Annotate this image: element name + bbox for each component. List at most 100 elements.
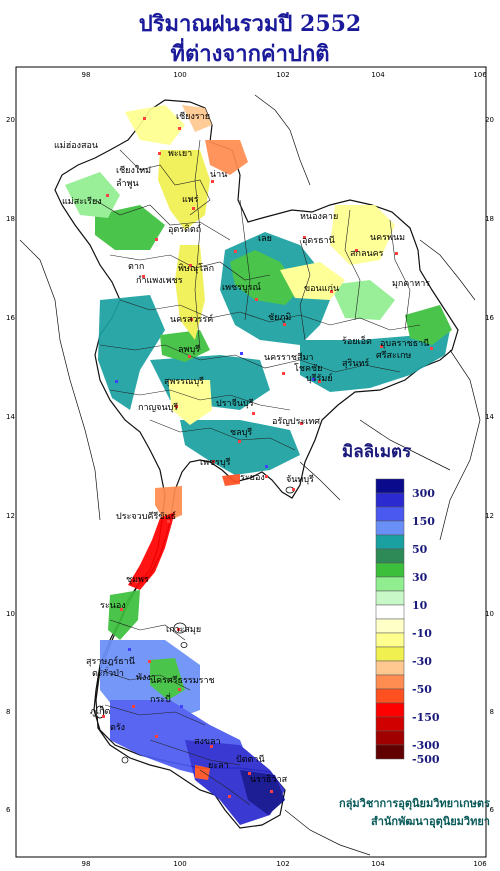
- zone-yellow-ne: [330, 205, 395, 265]
- lat-tick-label: 6: [6, 806, 11, 814]
- place-label: นราธิวาส: [250, 774, 288, 785]
- legend-swatch: [375, 660, 405, 676]
- zone-red-songkhla: [195, 765, 210, 780]
- place-label: โชคชัย: [294, 363, 322, 374]
- place-label: สุพรรณบุรี: [164, 376, 204, 387]
- lat-tick-label: 16: [485, 314, 494, 322]
- place-label: เชียงใหม่: [116, 165, 151, 176]
- place-label: พิษณุโลก: [178, 263, 214, 274]
- lat-tick-label: 6: [490, 806, 495, 814]
- zone-red-pattani: [222, 474, 240, 486]
- lat-tick-label: 12: [6, 512, 15, 520]
- place-label: แม่ฮ่องสอน: [54, 141, 98, 151]
- place-label: อุตรดิตถ์: [168, 223, 201, 235]
- place-label: ปราจีนบุรี: [216, 398, 254, 409]
- lat-tick-label: 10: [485, 610, 494, 618]
- legend-swatch: [375, 674, 405, 690]
- place-label: ตรัง: [110, 723, 125, 733]
- place-label: บุรีรัมย์: [306, 372, 333, 384]
- place-label: ลำพูน: [116, 178, 139, 189]
- place-label: พังงา: [136, 673, 156, 683]
- zone-orange-ne: [182, 105, 212, 132]
- place-label: ปัตตานี: [236, 754, 265, 765]
- place-label: ชุมพร: [126, 575, 149, 585]
- zone-red-south: [128, 512, 175, 590]
- map-title: ปริมาณฝนรวมปี 2552: [138, 11, 362, 37]
- lat-tick-label: 10: [6, 610, 15, 618]
- place-label: ยะลา: [208, 761, 229, 771]
- lat-tick-label: 8: [490, 708, 494, 716]
- lat-tick-label: 8: [6, 708, 10, 716]
- latitude-axis: 20 20 18 18 16 16 14 14 12 12 10 10 8 8 6 6: [6, 116, 495, 814]
- place-label: ขอนแก่น: [304, 284, 339, 294]
- lat-tick-label: 14: [6, 413, 15, 421]
- zone-green-south-west: [108, 590, 140, 640]
- place-label: อรัญประเทศ: [272, 417, 320, 427]
- lon-tick-label: 106: [473, 71, 487, 79]
- legend-swatch: [375, 632, 405, 648]
- place-label: เกาะสมุย: [166, 625, 201, 635]
- place-label: ร้อยเอ็ด: [342, 334, 372, 347]
- legend-label: -30: [412, 655, 432, 668]
- legend-swatch: [375, 520, 405, 536]
- legend-swatch: [375, 604, 405, 620]
- place-label: ระนอง: [100, 601, 126, 611]
- lat-tick-label: 12: [485, 512, 494, 520]
- place-label: หนองคาย: [300, 212, 338, 222]
- legend-swatch: [375, 590, 405, 606]
- place-label: ตาก: [128, 262, 144, 272]
- place-label: ตะกั่วป่า: [92, 666, 124, 679]
- lat-tick-label: 20: [485, 116, 494, 124]
- place-label: เพชรบูรณ์: [222, 281, 261, 293]
- place-label: แม่สะเรียง: [62, 196, 102, 207]
- place-label: พะเยา: [168, 149, 192, 159]
- legend-swatch: [375, 534, 405, 550]
- legend-label: -150: [412, 711, 440, 724]
- place-label: เพชรบุรี: [200, 457, 231, 468]
- lon-tick-label: 104: [371, 71, 385, 79]
- place-label: แพร่: [182, 195, 199, 205]
- station-markers: [102, 117, 433, 798]
- lat-tick-label: 18: [485, 215, 494, 223]
- rainfall-zones: [65, 105, 452, 825]
- place-label: นครราชสีมา: [264, 352, 313, 363]
- place-label: สงขลา: [194, 737, 221, 747]
- place-label: เลย: [258, 234, 272, 244]
- legend-swatch: [375, 548, 405, 564]
- place-label: จันทบุรี: [286, 474, 314, 485]
- neighbour-borders: [19, 94, 481, 856]
- place-label: สุรินทร์: [342, 357, 369, 369]
- place-label: สกลนคร: [350, 249, 384, 259]
- legend-label: 50: [412, 543, 428, 556]
- legend-swatch: [375, 688, 405, 704]
- place-label: ประจวบคีรีขันธ์: [116, 510, 176, 522]
- lat-tick-label: 14: [485, 413, 494, 421]
- place-label: มุกดาหาร: [392, 279, 430, 289]
- place-label: ชลบุรี: [230, 427, 252, 438]
- place-label: ศรีสะเกษ: [376, 350, 411, 361]
- legend-label: 30: [412, 571, 428, 584]
- zone-yellow-central: [175, 245, 205, 340]
- place-label: น่าน: [210, 170, 227, 180]
- zone-yellow-north2: [125, 105, 185, 145]
- legend-swatch: [375, 506, 405, 522]
- place-label: เชียงราย: [176, 111, 210, 122]
- place-label: กาญจนบุรี: [138, 402, 178, 413]
- place-label: ชัยภูมิ: [268, 312, 291, 323]
- islands: [95, 486, 295, 764]
- lat-tick-label: 16: [6, 314, 15, 322]
- zone-lightgreen-ne: [330, 280, 395, 320]
- zone-green-ne: [230, 250, 300, 305]
- legend-title: มิลลิเมตร: [342, 442, 412, 462]
- province-boundaries: [94, 139, 421, 806]
- zone-green-north: [95, 205, 165, 250]
- legend-label: 300: [412, 487, 435, 500]
- zone-teal-southcentral: [180, 420, 300, 475]
- place-label: กระบี่: [150, 692, 171, 705]
- place-label: นครศรีธรรมราช: [150, 675, 215, 686]
- zone-navy-deep: [240, 770, 285, 815]
- zone-teal-east: [300, 330, 450, 392]
- place-label: กำแพงเพชร: [136, 275, 183, 286]
